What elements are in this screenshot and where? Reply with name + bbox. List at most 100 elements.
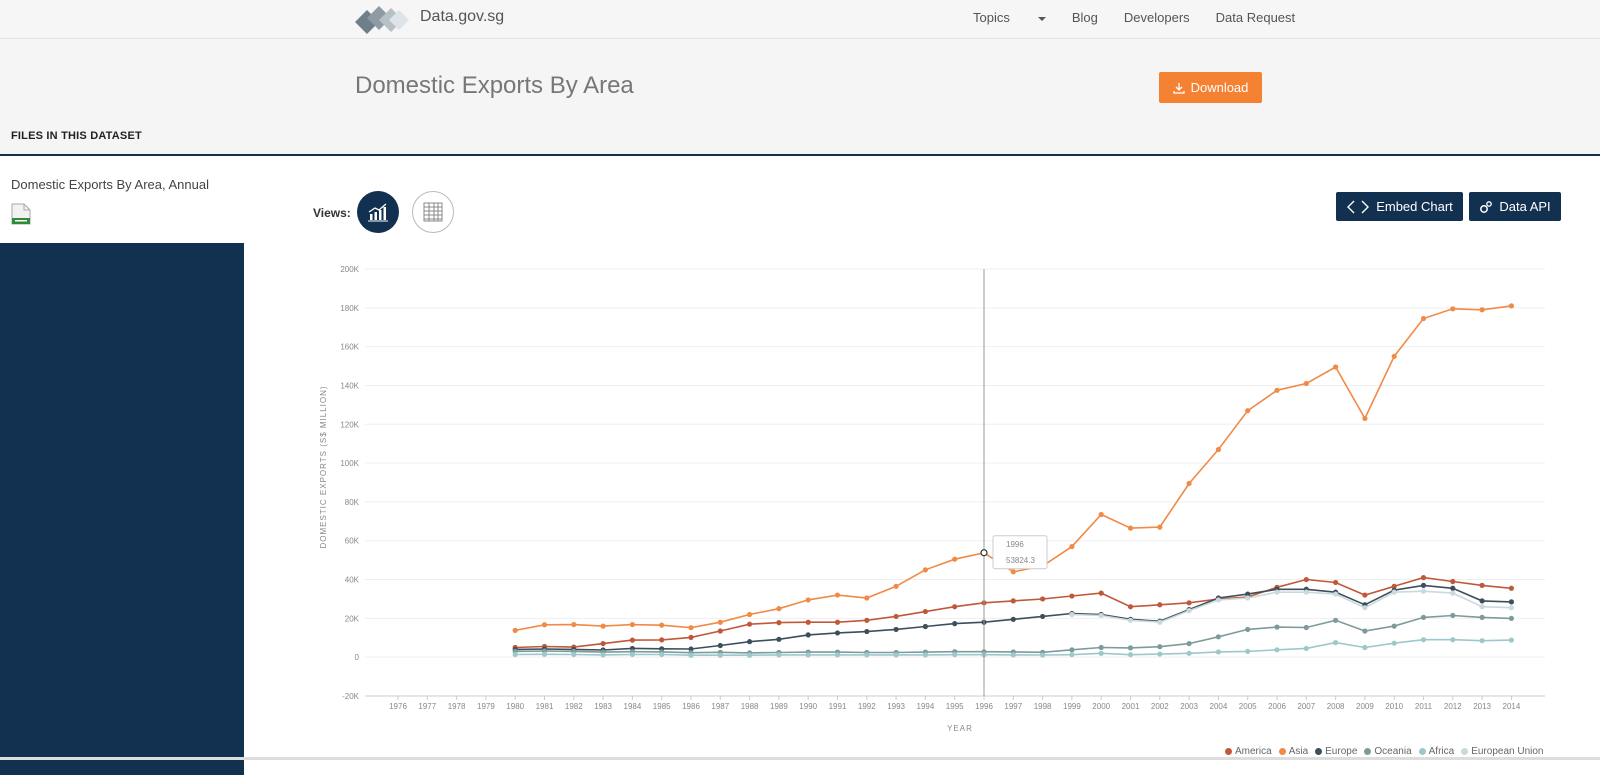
domestic-exports-line-chart[interactable]: -20K 0 20K 40K 60K 80K 100K 120K 140K 160K 180K 200…: [300, 255, 1600, 775]
data-point-africa: [688, 652, 694, 658]
table-view-button[interactable]: [412, 191, 454, 233]
views-label: Views:: [313, 206, 351, 220]
data-api-button[interactable]: Data API: [1469, 192, 1561, 221]
data-point-oceania: [1157, 644, 1163, 650]
data-point-africa: [1274, 647, 1280, 653]
data-point-africa: [1010, 652, 1016, 658]
x-tick-label: 1992: [858, 702, 876, 711]
data-point-asia: [893, 583, 899, 589]
data-point-european-union: [1069, 611, 1075, 618]
download-icon: [1172, 82, 1185, 94]
legend-item-america[interactable]: America: [1225, 746, 1272, 757]
data-point-africa: [776, 652, 782, 658]
download-button[interactable]: Download: [1159, 72, 1262, 103]
legend-item-european-union[interactable]: European Union: [1461, 746, 1543, 757]
data-point-asia: [1362, 415, 1368, 422]
data-point-europe: [834, 630, 841, 636]
data-gov-sg-logo-icon[interactable]: [355, 4, 411, 34]
x-tick-label: 1977: [418, 702, 436, 711]
data-point-europe: [922, 623, 929, 630]
legend-label: Africa: [1428, 746, 1455, 757]
data-point-africa: [1215, 649, 1221, 655]
data-api-label: Data API: [1499, 199, 1551, 214]
data-point-oceania: [1362, 628, 1368, 634]
x-tick-label: 2012: [1444, 702, 1462, 711]
data-point-european-union: [1508, 605, 1514, 611]
data-point-europe: [805, 632, 811, 638]
data-point-european-union: [1391, 589, 1397, 595]
data-point-oceania: [1186, 640, 1192, 647]
horizontal-scrollbar[interactable]: [0, 757, 1600, 760]
data-point-africa: [512, 651, 518, 658]
legend-item-oceania[interactable]: Oceania: [1364, 746, 1412, 757]
data-point-europe: [893, 626, 899, 633]
data-point-asia: [1450, 306, 1456, 312]
nav-developers[interactable]: Developers: [1123, 10, 1190, 25]
data-point-asia: [776, 606, 782, 612]
data-point-asia: [541, 622, 548, 628]
data-point-africa: [1333, 640, 1339, 646]
embed-chart-button[interactable]: Embed Chart: [1336, 192, 1463, 221]
data-point-asia: [1127, 525, 1134, 531]
csv-file-icon[interactable]: [11, 203, 31, 225]
x-tick-label: 2009: [1356, 702, 1374, 711]
data-point-america: [834, 619, 841, 625]
series-line-asia: [515, 305, 1512, 632]
embed-chart-label: Embed Chart: [1376, 199, 1453, 214]
nav-links: Topics Blog Developers Data Request: [973, 10, 1321, 25]
x-tick-label: 1985: [653, 702, 671, 711]
chart-view-button[interactable]: [357, 191, 399, 233]
chart-view-icon: [368, 203, 388, 222]
x-tick-label: 2011: [1415, 702, 1433, 711]
data-point-africa: [1420, 637, 1427, 643]
data-point-european-union: [1098, 612, 1104, 619]
legend-dot: [1364, 748, 1372, 755]
x-tick-label: 1981: [536, 702, 554, 711]
data-point-america: [922, 608, 929, 615]
nav-blog[interactable]: Blog: [1071, 10, 1098, 25]
nav-data-request[interactable]: Data Request: [1215, 10, 1296, 25]
legend-item-africa[interactable]: Africa: [1418, 746, 1455, 757]
nav-topics[interactable]: Topics: [973, 10, 1046, 25]
data-point-asia: [864, 595, 870, 601]
data-point-africa: [864, 652, 870, 658]
data-point-oceania: [1391, 623, 1397, 629]
data-point-asia: [717, 619, 723, 625]
x-tick-label: 2006: [1268, 702, 1286, 711]
legend-item-europe[interactable]: Europe: [1315, 746, 1357, 757]
data-point-asia: [805, 597, 811, 603]
y-tick-label: 20K: [345, 614, 360, 623]
data-point-european-union: [1450, 590, 1456, 596]
data-point-asia: [1391, 353, 1397, 359]
data-point-africa: [1186, 650, 1192, 656]
section-divider: [0, 154, 1600, 156]
data-point-america: [717, 628, 723, 634]
site-name[interactable]: Data.gov.sg: [420, 8, 505, 25]
legend-item-asia[interactable]: Asia: [1278, 746, 1308, 757]
file-item-link[interactable]: Domestic Exports By Area, Annual: [11, 177, 209, 192]
y-tick-label: 160K: [340, 343, 359, 352]
data-point-europe: [864, 628, 870, 635]
data-point-america: [1040, 596, 1046, 602]
y-tick-label: 200K: [340, 265, 359, 274]
data-point-asia: [1333, 364, 1339, 370]
data-point-africa: [922, 652, 929, 658]
y-tick-label: 60K: [345, 537, 360, 546]
series-line-european-union: [1071, 590, 1512, 624]
data-point-asia: [1274, 387, 1280, 393]
data-point-european-union: [1215, 597, 1221, 603]
data-point-european-union: [1274, 589, 1280, 595]
data-point-america: [747, 621, 753, 627]
data-point-oceania: [1274, 624, 1280, 630]
data-point-europe: [688, 646, 694, 652]
y-tick-label: 180K: [340, 304, 359, 313]
data-point-asia: [1069, 543, 1075, 550]
data-point-asia: [1303, 380, 1309, 387]
x-tick-label: 2004: [1210, 702, 1228, 711]
data-point-oceania: [1450, 612, 1456, 619]
x-tick-label: 2010: [1385, 702, 1403, 711]
x-tick-label: 1996: [975, 702, 993, 711]
x-tick-label: 2003: [1180, 702, 1198, 711]
data-point-africa: [893, 652, 899, 658]
x-tick-label: 2007: [1297, 702, 1315, 711]
